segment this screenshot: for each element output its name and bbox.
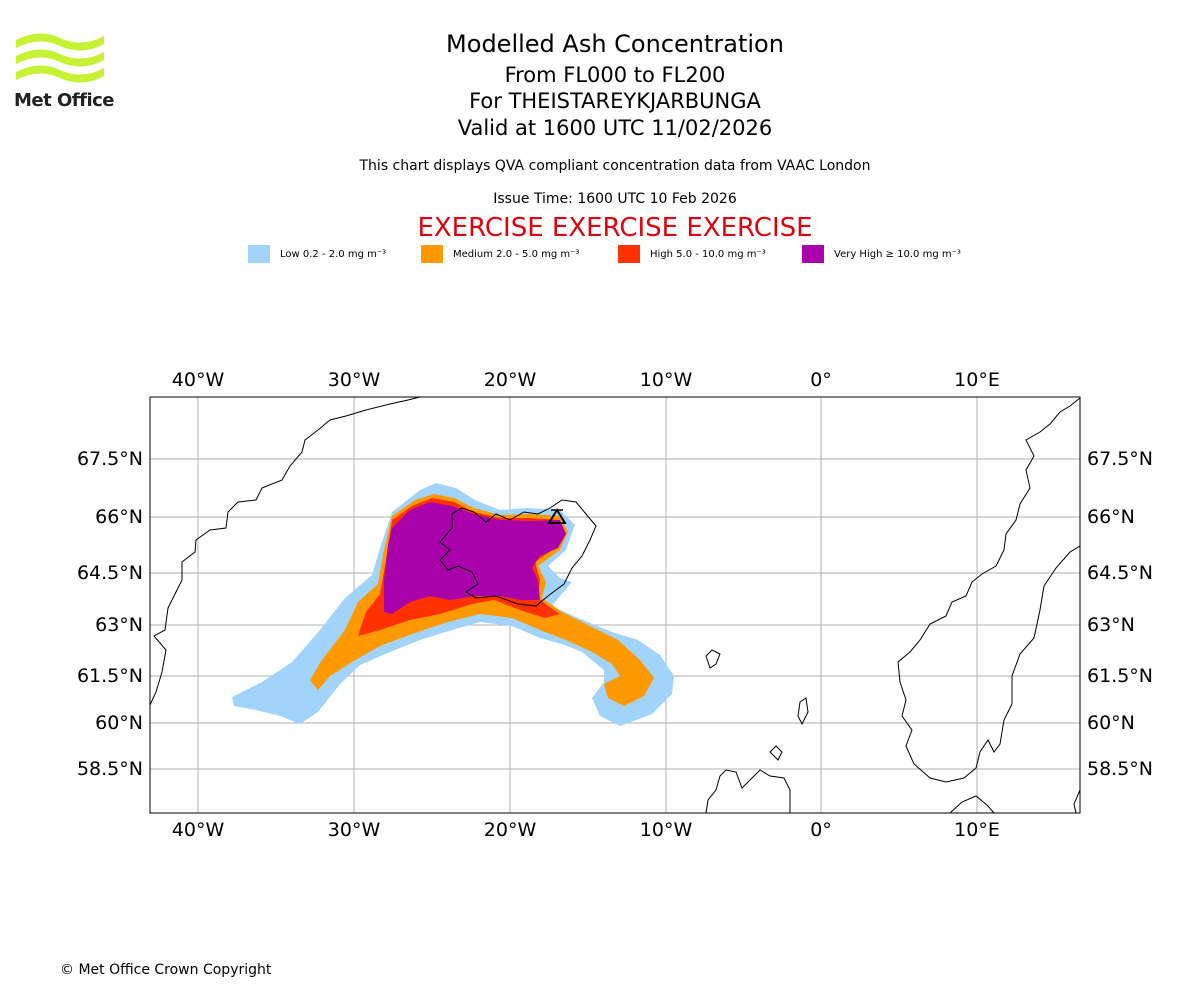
lon-label-bottom-2: 30°W (328, 819, 381, 841)
legend-label-high: High 5.0 - 10.0 mg m⁻³ (650, 248, 766, 260)
chart-title: Modelled Ash Concentration (446, 30, 784, 58)
lat-label-left-2: 66°N (95, 506, 143, 528)
legend-swatch-very-high (802, 245, 824, 263)
coastline-sweden-edge (1073, 789, 1080, 813)
legend-item-very-high: Very High ≥ 10.0 mg m⁻³ (802, 244, 961, 264)
lon-label-top-1: 40°W (172, 369, 225, 391)
legend-label-very-high: Very High ≥ 10.0 mg m⁻³ (834, 248, 961, 260)
legend-swatch-high (618, 245, 640, 263)
lon-label-bottom-1: 40°W (172, 819, 225, 841)
coastline-orkney (769, 745, 783, 761)
lon-label-bottom-4: 10°W (640, 819, 693, 841)
lat-label-right-7: 58.5°N (1087, 758, 1153, 780)
copyright-notice: © Met Office Crown Copyright (60, 962, 272, 978)
coastline-iceland (439, 499, 597, 607)
issue-time: Issue Time: 1600 UTC 10 Feb 2026 (493, 191, 737, 207)
legend-item-low: Low 0.2 - 2.0 mg m⁻³ (248, 244, 386, 264)
lon-label-top-5: 0° (810, 369, 832, 391)
lat-label-left-1: 67.5°N (77, 448, 143, 470)
lat-label-right-5: 61.5°N (1087, 665, 1153, 687)
lon-label-bottom-6: 10°E (954, 819, 1000, 841)
flight-level-range: From FL000 to FL200 (504, 63, 726, 87)
volcano-marker-icon (547, 508, 567, 524)
volcano-name: For THEISTAREYKJARBUNGA (469, 89, 761, 113)
legend-swatch-medium (421, 245, 443, 263)
lat-label-right-2: 66°N (1087, 506, 1135, 528)
coastline-scotland (705, 769, 791, 813)
lat-label-right-4: 63°N (1087, 614, 1135, 636)
lon-label-bottom-5: 0° (810, 819, 832, 841)
legend-item-high: High 5.0 - 10.0 mg m⁻³ (618, 244, 766, 264)
lon-label-top-2: 30°W (328, 369, 381, 391)
legend-item-medium: Medium 2.0 - 5.0 mg m⁻³ (421, 244, 579, 264)
valid-time: Valid at 1600 UTC 11/02/2026 (457, 116, 773, 140)
lat-label-right-6: 60°N (1087, 712, 1135, 734)
lon-label-top-6: 10°E (954, 369, 1000, 391)
lat-label-left-6: 60°N (95, 712, 143, 734)
ash-region-very-high (384, 502, 566, 614)
lat-label-left-4: 63°N (95, 614, 143, 636)
lat-label-left-3: 64.5°N (77, 562, 143, 584)
met-office-logo-waves (16, 33, 104, 83)
coastline-denmark-edge (949, 795, 995, 813)
legend-label-medium: Medium 2.0 - 5.0 mg m⁻³ (453, 248, 580, 260)
lat-label-left-7: 58.5°N (77, 758, 143, 780)
coastline-greenland (150, 397, 421, 706)
lon-label-top-3: 20°W (484, 369, 537, 391)
lon-label-top-4: 10°W (640, 369, 693, 391)
legend-label-low: Low 0.2 - 2.0 mg m⁻³ (280, 248, 387, 260)
exercise-banner: EXERCISE EXERCISE EXERCISE (417, 213, 813, 243)
map-frame (149, 396, 1081, 814)
coastline-faroe (705, 649, 721, 669)
chart-subtitle: This chart displays QVA compliant concen… (359, 158, 871, 174)
coastlines (150, 397, 1080, 813)
legend-swatch-low (248, 245, 270, 263)
met-office-logo-text: Met Office (14, 90, 115, 111)
lat-label-right-3: 64.5°N (1087, 562, 1153, 584)
coastline-shetland (797, 697, 809, 726)
lat-label-right-1: 67.5°N (1087, 448, 1153, 470)
map-frame-background (150, 397, 1080, 813)
coastline-norway (897, 397, 1080, 783)
lat-label-left-5: 61.5°N (77, 665, 143, 687)
lon-label-bottom-3: 20°W (484, 819, 537, 841)
